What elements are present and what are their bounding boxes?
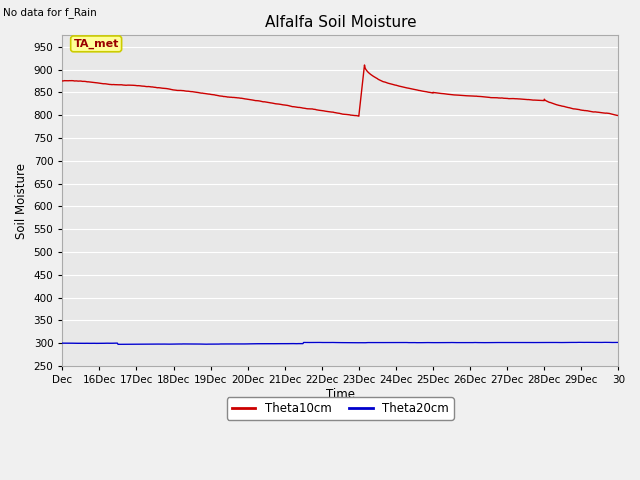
Text: TA_met: TA_met <box>74 39 119 49</box>
Legend: Theta10cm, Theta20cm: Theta10cm, Theta20cm <box>227 397 454 420</box>
Text: No data for f_Rain: No data for f_Rain <box>3 7 97 18</box>
Title: Alfalfa Soil Moisture: Alfalfa Soil Moisture <box>264 15 416 30</box>
X-axis label: Time: Time <box>326 388 355 401</box>
Y-axis label: Soil Moisture: Soil Moisture <box>15 163 28 239</box>
